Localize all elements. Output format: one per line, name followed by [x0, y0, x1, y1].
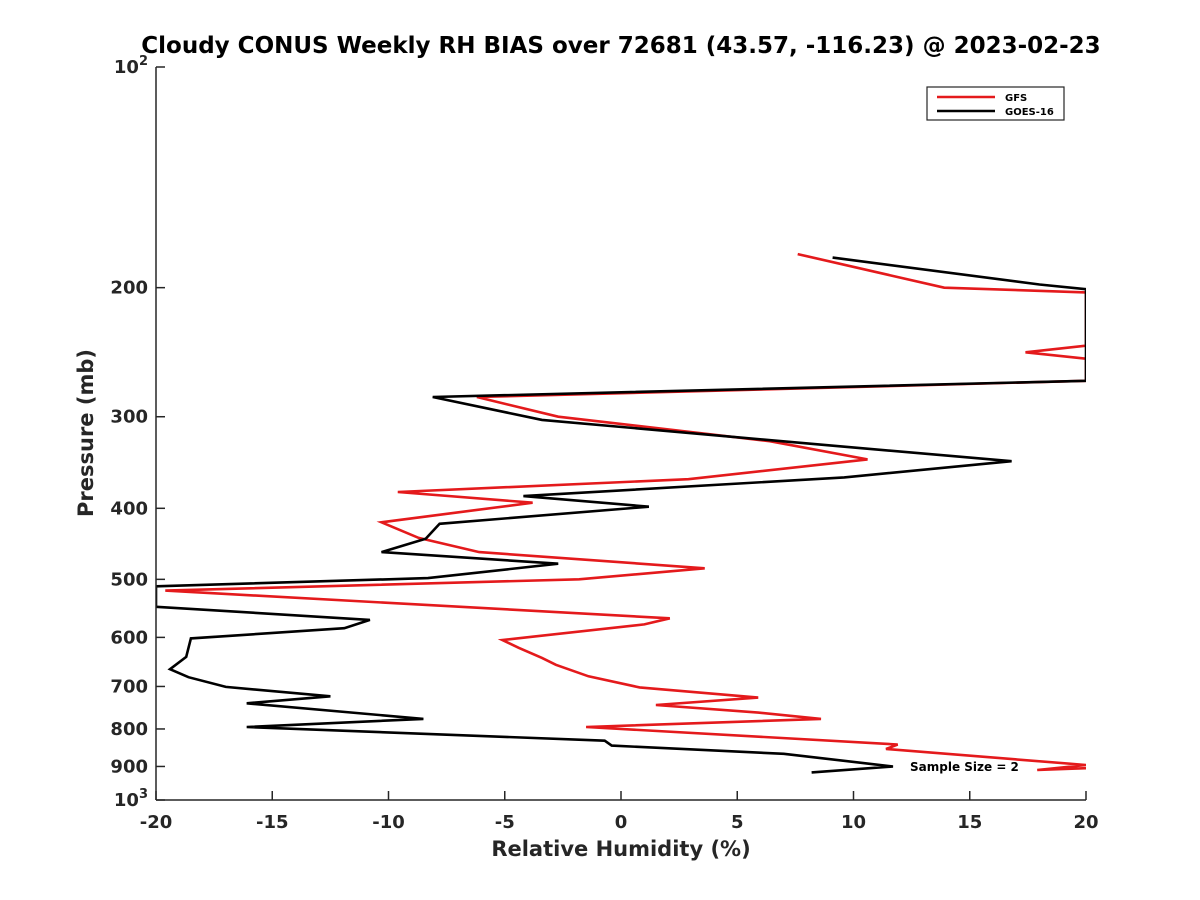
- chart-title: Cloudy CONUS Weekly RH BIAS over 72681 (…: [141, 33, 1100, 59]
- y-tick-label: 103: [114, 787, 148, 811]
- legend-box: [926, 86, 1065, 121]
- y-tick-label: 200: [110, 278, 148, 299]
- sample-size-annotation: Sample Size = 2: [910, 760, 1019, 774]
- x-axis-ticks: -20 -15 -10 -5 0 5 10 15 20: [140, 791, 1099, 833]
- y-tick-label: 900: [110, 756, 148, 777]
- x-tick-label: 15: [957, 812, 982, 833]
- y-tick-label: 800: [110, 719, 148, 740]
- legend: GFS GOES-16: [926, 86, 1065, 121]
- plot-area: [156, 67, 1086, 800]
- legend-label-goes16: GOES-16: [1005, 107, 1054, 118]
- series-layer: [156, 252, 1086, 774]
- x-axis-label: Relative Humidity (%): [491, 837, 750, 861]
- x-tick-label: 10: [841, 812, 866, 833]
- x-tick-label: -10: [372, 812, 405, 833]
- x-tick-label: -5: [495, 812, 515, 833]
- y-tick-label: 102: [114, 54, 148, 78]
- x-tick-label: 0: [615, 812, 628, 833]
- y-tick-label: 700: [110, 676, 148, 697]
- legend-label-gfs: GFS: [1005, 93, 1027, 104]
- x-tick-label: 20: [1073, 812, 1098, 833]
- y-axis-label: Pressure (mb): [74, 349, 98, 517]
- y-tick-label: 500: [110, 569, 148, 590]
- y-tick-label: 300: [110, 407, 148, 428]
- y-tick-label: 400: [110, 498, 148, 519]
- y-axis-ticks: 102 200 300 400 500 600 700 800 900 103: [110, 54, 165, 811]
- y-tick-label: 600: [110, 627, 148, 648]
- x-tick-label: 5: [731, 812, 744, 833]
- x-tick-label: -15: [256, 812, 289, 833]
- series-line-goes-16: [156, 256, 1086, 774]
- x-tick-label: -20: [140, 812, 173, 833]
